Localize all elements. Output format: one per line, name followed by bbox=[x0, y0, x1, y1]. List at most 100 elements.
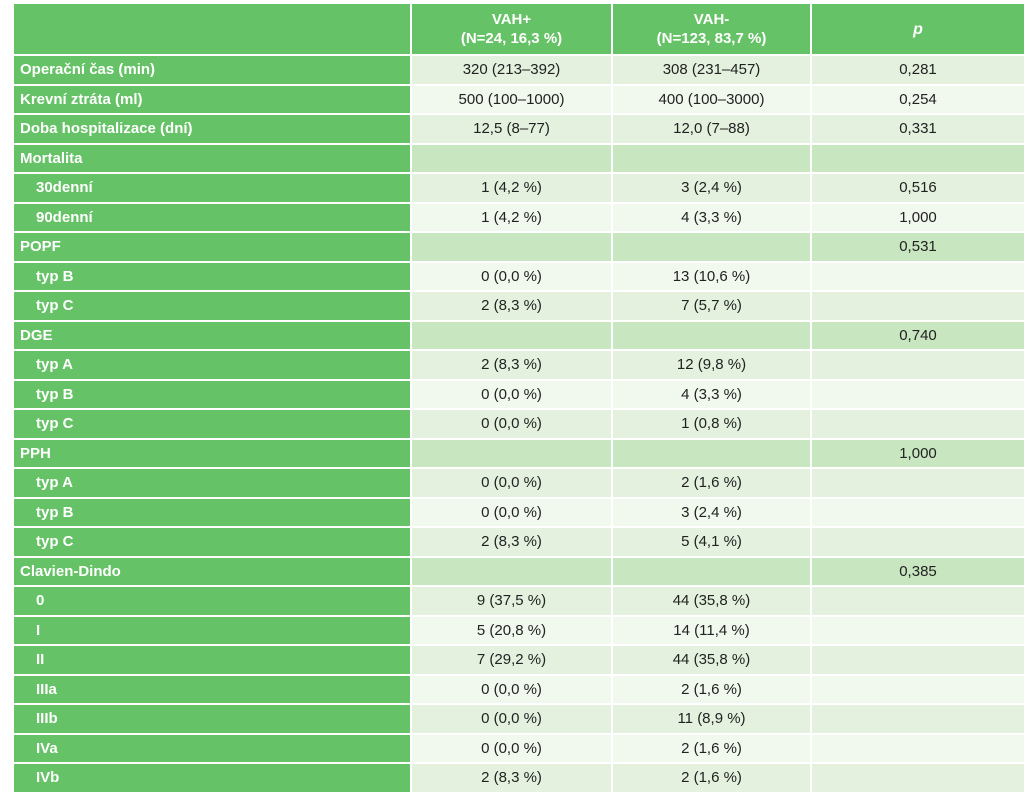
row-label: 0 bbox=[14, 587, 410, 615]
cell-vah-minus: 4 (3,3 %) bbox=[613, 203, 810, 231]
row-label: typ B bbox=[14, 498, 410, 526]
cell-p-value bbox=[812, 380, 1024, 408]
cell-p-value: 0,531 bbox=[812, 233, 1024, 261]
table-row: Operační čas (min) 320 (213–392) 308 (23… bbox=[14, 56, 1024, 84]
cell-vah-plus: 500 (100–1000) bbox=[412, 85, 611, 113]
cell-vah-minus: 2 (1,6 %) bbox=[613, 734, 810, 762]
cell-vah-plus: 0 (0,0 %) bbox=[412, 469, 611, 497]
table-row: typ B 0 (0,0 %) 4 (3,3 %) bbox=[14, 380, 1024, 408]
row-label: typ B bbox=[14, 262, 410, 290]
cell-vah-plus: 7 (29,2 %) bbox=[412, 646, 611, 674]
cell-p-value bbox=[812, 469, 1024, 497]
cell-p-value bbox=[812, 646, 1024, 674]
table-row: Doba hospitalizace (dní) 12,5 (8–77) 12,… bbox=[14, 115, 1024, 143]
cell-vah-plus: 320 (213–392) bbox=[412, 56, 611, 84]
cell-vah-minus: 308 (231–457) bbox=[613, 56, 810, 84]
cell-p-value: 1,000 bbox=[812, 203, 1024, 231]
row-label: 30denní bbox=[14, 174, 410, 202]
cell-vah-minus bbox=[613, 144, 810, 172]
row-label: IIIb bbox=[14, 705, 410, 733]
cell-p-value bbox=[812, 734, 1024, 762]
header-row: VAH+ (N=24, 16,3 %) VAH- (N=123, 83,7 %)… bbox=[14, 4, 1024, 54]
cell-vah-plus: 0 (0,0 %) bbox=[412, 262, 611, 290]
header-vah-plus-title: VAH+ bbox=[491, 11, 532, 28]
cell-vah-minus: 12,0 (7–88) bbox=[613, 115, 810, 143]
cell-vah-plus: 0 (0,0 %) bbox=[412, 734, 611, 762]
row-label: typ C bbox=[14, 528, 410, 556]
cell-vah-plus: 2 (8,3 %) bbox=[412, 528, 611, 556]
table-row: typ C 0 (0,0 %) 1 (0,8 %) bbox=[14, 410, 1024, 438]
cell-vah-minus: 2 (1,6 %) bbox=[613, 469, 810, 497]
section-row: POPF 0,531 bbox=[14, 233, 1024, 261]
cell-vah-minus: 11 (8,9 %) bbox=[613, 705, 810, 733]
cell-vah-minus: 7 (5,7 %) bbox=[613, 292, 810, 320]
cell-vah-plus: 2 (8,3 %) bbox=[412, 764, 611, 792]
cell-p-value bbox=[812, 587, 1024, 615]
cell-vah-plus: 0 (0,0 %) bbox=[412, 380, 611, 408]
cell-vah-minus: 1 (0,8 %) bbox=[613, 410, 810, 438]
cell-p-value bbox=[812, 675, 1024, 703]
row-label: typ A bbox=[14, 469, 410, 497]
row-label: IIIa bbox=[14, 675, 410, 703]
row-label: typ B bbox=[14, 380, 410, 408]
cell-p-value: 0,385 bbox=[812, 557, 1024, 585]
cell-vah-minus: 14 (11,4 %) bbox=[613, 616, 810, 644]
table-row: typ B 0 (0,0 %) 13 (10,6 %) bbox=[14, 262, 1024, 290]
table-row: II 7 (29,2 %) 44 (35,8 %) bbox=[14, 646, 1024, 674]
row-label: I bbox=[14, 616, 410, 644]
header-p-value: p bbox=[812, 4, 1024, 54]
table-row: 90denní 1 (4,2 %) 4 (3,3 %) 1,000 bbox=[14, 203, 1024, 231]
cell-vah-plus bbox=[412, 439, 611, 467]
header-vah-minus-title: VAH- bbox=[693, 11, 730, 28]
cell-p-value bbox=[812, 351, 1024, 379]
cell-p-value bbox=[812, 410, 1024, 438]
cell-vah-plus bbox=[412, 321, 611, 349]
table-row: typ A 0 (0,0 %) 2 (1,6 %) bbox=[14, 469, 1024, 497]
section-row: Clavien-Dindo 0,385 bbox=[14, 557, 1024, 585]
cell-p-value bbox=[812, 262, 1024, 290]
section-label: PPH bbox=[14, 439, 410, 467]
table-row: typ C 2 (8,3 %) 7 (5,7 %) bbox=[14, 292, 1024, 320]
cell-vah-plus: 2 (8,3 %) bbox=[412, 292, 611, 320]
cell-vah-minus: 12 (9,8 %) bbox=[613, 351, 810, 379]
results-table-container: VAH+ (N=24, 16,3 %) VAH- (N=123, 83,7 %)… bbox=[12, 2, 1024, 794]
cell-p-value bbox=[812, 498, 1024, 526]
cell-vah-plus: 5 (20,8 %) bbox=[412, 616, 611, 644]
row-label: IVb bbox=[14, 764, 410, 792]
cell-vah-minus: 13 (10,6 %) bbox=[613, 262, 810, 290]
cell-vah-minus: 44 (35,8 %) bbox=[613, 646, 810, 674]
cell-vah-plus: 12,5 (8–77) bbox=[412, 115, 611, 143]
table-row: IIIb 0 (0,0 %) 11 (8,9 %) bbox=[14, 705, 1024, 733]
section-label: Mortalita bbox=[14, 144, 410, 172]
cell-vah-plus bbox=[412, 557, 611, 585]
cell-vah-minus: 5 (4,1 %) bbox=[613, 528, 810, 556]
cell-vah-minus: 400 (100–3000) bbox=[613, 85, 810, 113]
row-label: Doba hospitalizace (dní) bbox=[14, 115, 410, 143]
cell-p-value bbox=[812, 705, 1024, 733]
section-row: Mortalita bbox=[14, 144, 1024, 172]
row-label: II bbox=[14, 646, 410, 674]
section-row: PPH 1,000 bbox=[14, 439, 1024, 467]
cell-p-value bbox=[812, 528, 1024, 556]
cell-vah-plus: 0 (0,0 %) bbox=[412, 410, 611, 438]
cell-p-value: 1,000 bbox=[812, 439, 1024, 467]
row-label: Krevní ztráta (ml) bbox=[14, 85, 410, 113]
header-corner bbox=[14, 4, 410, 54]
cell-vah-plus bbox=[412, 144, 611, 172]
cell-p-value bbox=[812, 292, 1024, 320]
section-label: Clavien-Dindo bbox=[14, 557, 410, 585]
row-label: 90denní bbox=[14, 203, 410, 231]
table-row: IIIa 0 (0,0 %) 2 (1,6 %) bbox=[14, 675, 1024, 703]
table-row: IVa 0 (0,0 %) 2 (1,6 %) bbox=[14, 734, 1024, 762]
cell-vah-minus: 44 (35,8 %) bbox=[613, 587, 810, 615]
cell-vah-minus bbox=[613, 557, 810, 585]
cell-vah-minus: 2 (1,6 %) bbox=[613, 764, 810, 792]
cell-vah-minus bbox=[613, 321, 810, 349]
cell-vah-minus: 3 (2,4 %) bbox=[613, 498, 810, 526]
cell-vah-minus: 4 (3,3 %) bbox=[613, 380, 810, 408]
cell-p-value: 0,331 bbox=[812, 115, 1024, 143]
cell-p-value bbox=[812, 616, 1024, 644]
row-label: typ C bbox=[14, 410, 410, 438]
cell-p-value: 0,281 bbox=[812, 56, 1024, 84]
cell-vah-plus: 0 (0,0 %) bbox=[412, 675, 611, 703]
